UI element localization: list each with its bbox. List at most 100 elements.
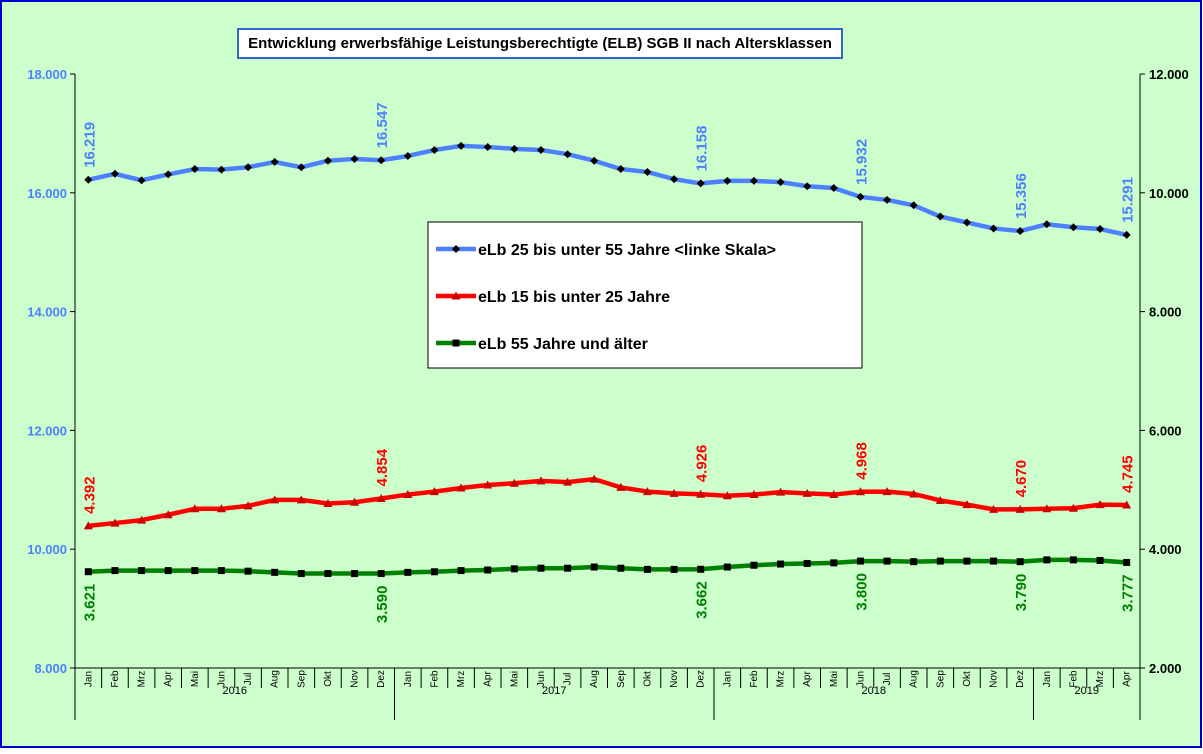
marker bbox=[164, 567, 172, 575]
marker bbox=[509, 478, 519, 487]
x-tick-label: Mai bbox=[829, 671, 840, 687]
y-tick-label: 12.000 bbox=[27, 423, 67, 438]
marker bbox=[244, 567, 252, 575]
marker bbox=[191, 567, 199, 575]
marker bbox=[1042, 220, 1051, 229]
x-tick-label: Apr bbox=[163, 671, 174, 687]
group-label: 2019 bbox=[1075, 685, 1099, 697]
marker bbox=[990, 557, 998, 565]
x-tick-label: Feb bbox=[110, 670, 121, 688]
marker bbox=[429, 487, 439, 496]
marker bbox=[616, 482, 626, 491]
marker bbox=[350, 154, 359, 163]
marker bbox=[777, 560, 785, 568]
marker bbox=[137, 515, 147, 524]
x-tick-label: Okt bbox=[323, 671, 334, 687]
x-tick-label: Nov bbox=[669, 670, 680, 688]
marker bbox=[829, 184, 838, 193]
marker bbox=[244, 163, 253, 172]
marker bbox=[243, 501, 253, 510]
title-box bbox=[237, 28, 843, 59]
marker bbox=[1122, 230, 1131, 239]
marker bbox=[909, 201, 918, 210]
marker bbox=[323, 156, 332, 165]
marker bbox=[936, 557, 944, 565]
marker bbox=[856, 192, 865, 201]
marker bbox=[110, 518, 120, 527]
marker bbox=[510, 565, 518, 573]
marker bbox=[749, 176, 758, 185]
data-label: 4.392 bbox=[81, 476, 98, 514]
group-label: 2018 bbox=[862, 685, 886, 697]
marker bbox=[1069, 223, 1078, 232]
marker bbox=[962, 500, 972, 509]
marker bbox=[935, 495, 945, 504]
legend-label: eLb 25 bis unter 55 Jahre <linke Skala> bbox=[478, 242, 776, 259]
legend-label: eLb 55 Jahre und älter bbox=[478, 336, 648, 353]
marker bbox=[351, 570, 359, 578]
y2-tick-label: 10.000 bbox=[1149, 186, 1189, 201]
marker bbox=[457, 567, 465, 575]
data-label: 3.800 bbox=[853, 573, 870, 611]
marker bbox=[563, 477, 573, 486]
marker bbox=[723, 176, 732, 185]
x-tick-label: Dez bbox=[1015, 670, 1026, 688]
marker bbox=[1016, 558, 1024, 566]
x-tick-label: Jan bbox=[83, 671, 94, 687]
y2-tick-label: 6.000 bbox=[1149, 423, 1182, 438]
marker bbox=[536, 146, 545, 155]
series-line bbox=[88, 476, 1127, 529]
x-tick-label: Jul bbox=[563, 673, 574, 686]
x-tick-label: Okt bbox=[642, 671, 653, 687]
marker bbox=[910, 558, 918, 566]
series-line bbox=[87, 143, 1128, 238]
marker bbox=[589, 474, 599, 483]
series-line bbox=[88, 557, 1127, 576]
x-tick-label: Dez bbox=[696, 670, 707, 688]
y2-tick-label: 4.000 bbox=[1149, 542, 1182, 557]
y-tick-label: 14.000 bbox=[27, 305, 67, 320]
marker bbox=[84, 175, 93, 184]
marker bbox=[564, 564, 572, 572]
marker bbox=[217, 567, 225, 575]
x-tick-label: Mrz bbox=[776, 671, 787, 688]
marker bbox=[190, 165, 199, 174]
marker bbox=[297, 570, 305, 578]
marker bbox=[643, 168, 652, 177]
x-tick-label: Jun bbox=[216, 671, 227, 687]
marker bbox=[137, 176, 146, 185]
marker bbox=[989, 224, 998, 233]
x-tick-label: Jul bbox=[243, 673, 254, 686]
legend-marker bbox=[451, 291, 461, 300]
marker bbox=[84, 568, 92, 576]
marker bbox=[1122, 500, 1132, 509]
marker bbox=[749, 490, 759, 499]
x-tick-label: Apr bbox=[802, 671, 813, 687]
marker bbox=[563, 150, 572, 159]
data-label: 4.745 bbox=[1120, 455, 1137, 493]
marker bbox=[617, 564, 625, 572]
x-tick-label: Nov bbox=[350, 670, 361, 688]
marker bbox=[484, 566, 492, 574]
x-tick-label: Jun bbox=[536, 671, 547, 687]
marker bbox=[696, 179, 705, 188]
y-tick-label: 10.000 bbox=[27, 542, 67, 557]
marker bbox=[350, 497, 360, 506]
x-tick-label: Mai bbox=[509, 671, 520, 687]
data-label: 16.219 bbox=[81, 122, 98, 168]
marker bbox=[324, 570, 332, 578]
marker bbox=[457, 141, 466, 150]
x-tick-label: Aug bbox=[909, 670, 920, 688]
marker bbox=[164, 170, 173, 179]
marker bbox=[962, 218, 971, 227]
data-label: 3.621 bbox=[81, 584, 98, 622]
x-tick-label: Okt bbox=[962, 671, 973, 687]
marker bbox=[776, 178, 785, 187]
x-tick-label: Nov bbox=[989, 670, 1000, 688]
legend-marker bbox=[452, 339, 460, 347]
marker bbox=[989, 504, 999, 513]
marker bbox=[190, 504, 200, 513]
y2-tick-label: 8.000 bbox=[1149, 305, 1182, 320]
